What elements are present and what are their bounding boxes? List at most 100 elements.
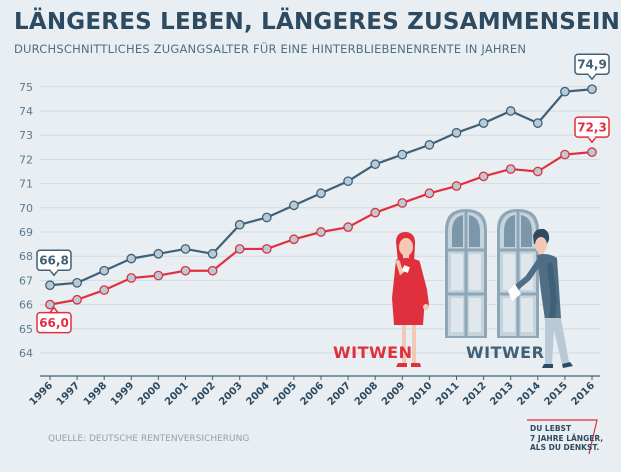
x-tick-label: 2000 [136, 380, 163, 407]
y-tick-label: 71 [19, 178, 33, 191]
data-point [99, 265, 110, 276]
x-tick-label: 2016 [570, 380, 597, 407]
legend-witwen: WITWEN [333, 343, 412, 362]
x-tick-label: 2013 [488, 380, 515, 407]
data-point [316, 188, 326, 199]
data-point [207, 265, 218, 276]
y-axis-ticks: 64 65 66 67 68 69 70 71 72 73 74 75 [19, 81, 33, 360]
data-point [478, 171, 489, 182]
callout-label: 74,9 [577, 58, 607, 72]
x-tick-label: 2011 [434, 380, 461, 407]
window-icon [497, 209, 539, 338]
chart-subtitle: DURCHSCHNITTLICHES ZUGANGSALTER FÜR EINE… [14, 42, 527, 56]
data-point [153, 270, 164, 281]
x-tick-label: 2002 [190, 380, 217, 407]
x-tick-label: 2004 [244, 380, 271, 407]
slogan-line: 7 JAHRE LÄNGER, [530, 433, 604, 443]
x-tick-label: 2001 [163, 380, 190, 407]
x-axis-ticks: 1996 1997 1998 1999 2000 2001 2002 2003 2004 2005… [28, 375, 600, 408]
data-point [505, 164, 516, 174]
data-point [397, 198, 408, 208]
legend-witwer: WITWER [466, 343, 544, 362]
data-point [72, 294, 82, 305]
data-point [532, 118, 543, 128]
data-point [397, 149, 408, 160]
data-point [343, 222, 353, 233]
data-point [478, 118, 489, 128]
data-point [370, 207, 381, 218]
x-tick-label: 2006 [299, 380, 326, 407]
callout-label: 66,0 [39, 316, 69, 330]
data-point [72, 277, 82, 288]
y-tick-label: 73 [19, 129, 33, 142]
data-point [45, 299, 55, 310]
y-tick-label: 65 [19, 323, 33, 336]
slogan-line: DU LEBST [530, 424, 572, 433]
data-point [505, 106, 516, 116]
x-tick-label: 1997 [55, 380, 82, 407]
x-tick-label: 2010 [407, 380, 434, 407]
data-point [180, 244, 191, 254]
y-tick-label: 75 [19, 81, 33, 94]
data-point [180, 265, 191, 276]
data-point [587, 84, 597, 95]
data-point [560, 149, 570, 160]
y-tick-label: 68 [19, 250, 33, 263]
data-point [126, 253, 137, 264]
series-witwen [45, 147, 597, 310]
callout-label: 72,3 [577, 121, 607, 135]
data-point [316, 227, 326, 237]
data-point [424, 140, 435, 150]
data-point [560, 86, 570, 97]
data-point [587, 147, 597, 157]
x-tick-label: 1998 [82, 380, 109, 407]
callouts: 66,8 74,9 66,0 72,3 [36, 53, 610, 334]
y-tick-label: 67 [19, 274, 33, 287]
data-point [153, 248, 164, 259]
x-tick-label: 2009 [380, 380, 407, 407]
window-icon [445, 209, 487, 338]
x-tick-label: 2008 [353, 380, 380, 407]
man-with-tissue-icon [508, 228, 573, 368]
data-point [234, 219, 245, 230]
data-point [99, 285, 110, 295]
x-tick-label: 2012 [461, 380, 488, 407]
slogan: DU LEBST 7 JAHRE LÄNGER, ALS DU DENKST. [530, 424, 603, 453]
x-tick-label: 2015 [543, 380, 570, 407]
source-note: QUELLE: DEUTSCHE RENTENVERSICHERUNG [48, 434, 250, 444]
value-callout: 66,0 [36, 306, 72, 334]
value-callout: 66,8 [36, 249, 72, 277]
data-point [451, 127, 462, 138]
value-callout: 74,9 [574, 53, 610, 81]
slogan-line: ALS DU DENKST. [530, 443, 600, 452]
y-tick-label: 69 [19, 226, 33, 239]
data-point [45, 280, 55, 291]
data-point [207, 248, 218, 259]
data-point [261, 244, 272, 254]
x-tick-label: 1996 [28, 380, 55, 407]
data-point [343, 176, 353, 187]
x-tick-label: 2003 [217, 380, 244, 407]
y-tick-label: 72 [19, 153, 33, 166]
x-tick-label: 2007 [326, 380, 353, 407]
y-tick-label: 66 [19, 299, 33, 312]
data-point [289, 234, 299, 245]
y-tick-label: 74 [19, 105, 33, 118]
woman-crying-icon [392, 232, 429, 367]
x-tick-label: 2005 [272, 380, 299, 407]
x-tick-label: 1999 [109, 380, 136, 407]
data-point [424, 188, 435, 199]
data-point [532, 166, 543, 177]
data-point [289, 200, 299, 211]
data-point [126, 273, 137, 283]
y-tick-label: 70 [19, 202, 33, 215]
data-point [370, 159, 381, 170]
chart-title: LÄNGERES LEBEN, LÄNGERES ZUSAMMENSEIN [14, 9, 621, 35]
data-point [234, 244, 245, 254]
x-tick-label: 2014 [515, 380, 542, 407]
callout-label: 66,8 [39, 254, 69, 268]
value-callout: 72,3 [574, 116, 610, 144]
data-point [261, 212, 272, 223]
y-tick-label: 64 [19, 347, 33, 360]
